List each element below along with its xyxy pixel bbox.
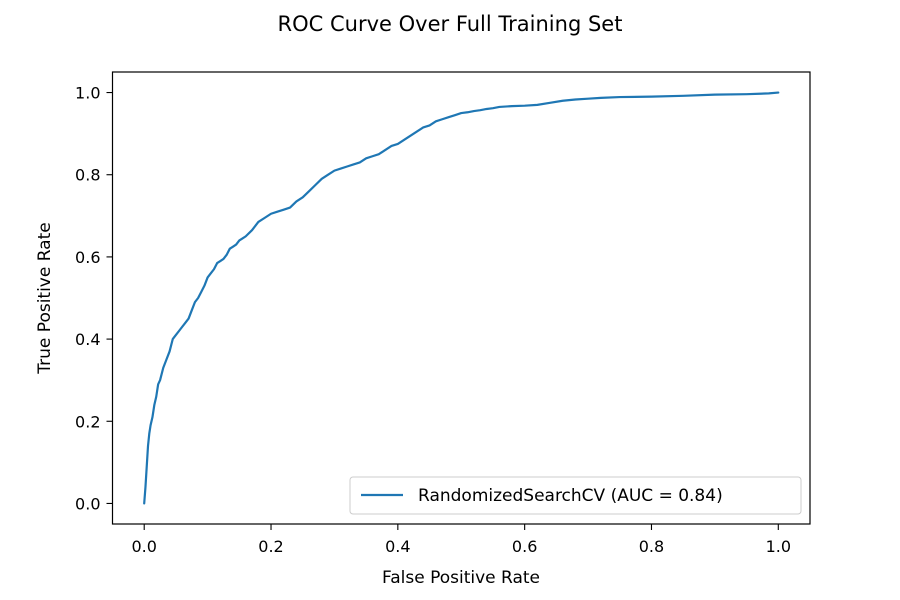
- x-tick-label: 0.2: [258, 537, 283, 556]
- y-tick-label: 0.4: [75, 330, 100, 349]
- x-tick-label: 0.0: [131, 537, 156, 556]
- legend: RandomizedSearchCV (AUC = 0.84): [349, 476, 802, 515]
- legend-entry: RandomizedSearchCV (AUC = 0.84): [418, 486, 723, 506]
- x-axis: 0.0 0.2 0.4 0.6 0.8 1.0: [131, 524, 791, 556]
- chart-title: ROC Curve Over Full Training Set: [278, 12, 623, 36]
- y-tick-label: 0.6: [75, 248, 100, 267]
- legend-box: [349, 476, 802, 515]
- y-tick-label: 0.0: [75, 494, 100, 513]
- plot-frame: [111, 71, 811, 525]
- plot-area: [112, 72, 810, 524]
- y-tick-label: 0.2: [75, 412, 100, 431]
- x-tick-label: 1.0: [766, 537, 791, 556]
- y-axis: 0.0 0.2 0.4 0.6 0.8 1.0: [75, 84, 113, 513]
- x-tick-label: 0.4: [385, 537, 410, 556]
- y-tick-label: 0.8: [75, 166, 100, 185]
- x-axis-label: False Positive Rate: [382, 568, 540, 588]
- y-tick-label: 1.0: [75, 84, 100, 103]
- x-tick-label: 0.8: [639, 537, 664, 556]
- x-tick-label: 0.6: [512, 537, 537, 556]
- series-line-randomizedsearchcv: [143, 91, 780, 505]
- y-axis-label: True Positive Rate: [35, 222, 55, 374]
